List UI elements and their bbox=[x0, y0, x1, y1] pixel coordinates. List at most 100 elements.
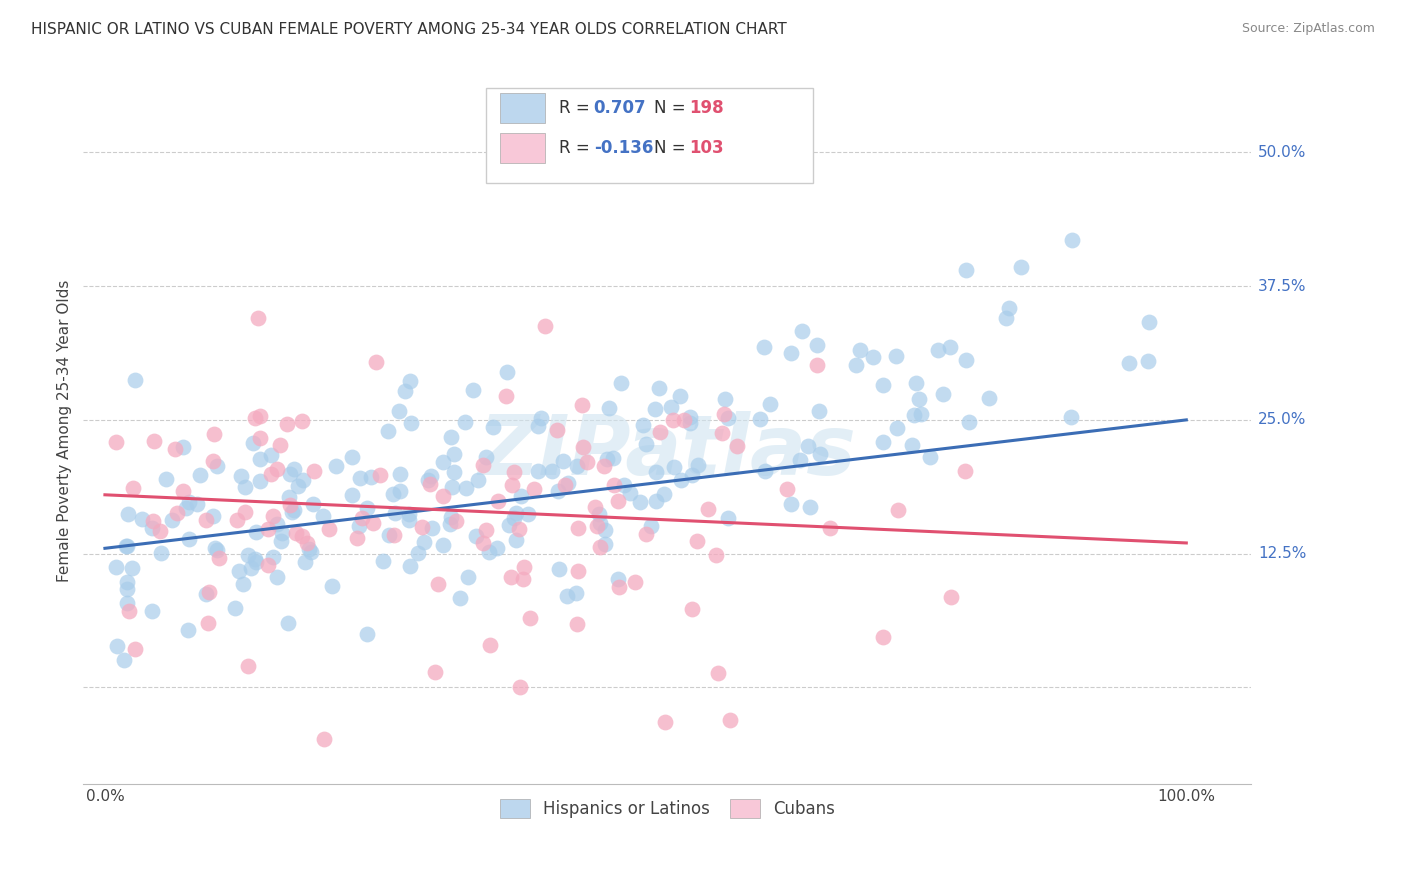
Point bbox=[412, 534, 434, 549]
Point bbox=[554, 478, 576, 492]
Point bbox=[131, 511, 153, 525]
Point bbox=[613, 478, 636, 492]
Point bbox=[887, 503, 910, 517]
Point bbox=[371, 553, 394, 567]
Point bbox=[115, 596, 138, 610]
Point bbox=[472, 536, 495, 550]
Point bbox=[496, 365, 519, 379]
Point bbox=[717, 411, 740, 425]
Point bbox=[754, 464, 776, 478]
Point bbox=[679, 410, 702, 425]
Point bbox=[797, 439, 820, 453]
Point bbox=[398, 513, 420, 527]
Point bbox=[512, 572, 534, 586]
Point bbox=[565, 617, 588, 632]
Point bbox=[588, 507, 610, 521]
Point bbox=[179, 495, 201, 509]
Point bbox=[585, 518, 607, 533]
Point bbox=[907, 392, 929, 406]
Point bbox=[443, 447, 465, 461]
Point bbox=[576, 455, 599, 469]
Text: ZIPatlas: ZIPatlas bbox=[478, 411, 856, 492]
Point bbox=[596, 451, 619, 466]
Point bbox=[1062, 233, 1084, 247]
Point bbox=[505, 533, 527, 548]
Point bbox=[270, 526, 292, 541]
Point bbox=[526, 464, 548, 478]
Point bbox=[808, 404, 831, 418]
Point bbox=[260, 467, 283, 482]
Text: Source: ZipAtlas.com: Source: ZipAtlas.com bbox=[1241, 22, 1375, 36]
Point bbox=[427, 577, 450, 591]
Point bbox=[205, 458, 228, 473]
Point bbox=[122, 481, 145, 495]
Text: N =: N = bbox=[654, 139, 692, 157]
Point bbox=[172, 484, 194, 499]
Point bbox=[567, 564, 589, 578]
Point bbox=[174, 500, 197, 515]
Point bbox=[779, 497, 801, 511]
Point bbox=[378, 528, 401, 542]
Point bbox=[229, 469, 252, 483]
Point bbox=[659, 400, 682, 414]
Point bbox=[872, 378, 894, 392]
Point bbox=[166, 506, 188, 520]
Point bbox=[485, 541, 508, 555]
Point bbox=[534, 319, 557, 334]
Point bbox=[884, 350, 907, 364]
Point bbox=[634, 527, 657, 541]
Point bbox=[553, 454, 575, 468]
Text: 37.5%: 37.5% bbox=[1258, 278, 1306, 293]
Point bbox=[257, 522, 280, 536]
Point bbox=[752, 340, 775, 354]
Point bbox=[571, 398, 593, 412]
Point bbox=[478, 545, 501, 559]
Legend: Hispanics or Latinos, Cubans: Hispanics or Latinos, Cubans bbox=[494, 792, 842, 825]
Point bbox=[631, 417, 654, 432]
Point bbox=[555, 589, 578, 603]
Point bbox=[419, 477, 441, 491]
Point bbox=[283, 503, 305, 517]
Point bbox=[287, 478, 309, 492]
Point bbox=[399, 416, 422, 430]
Point bbox=[186, 497, 208, 511]
Point bbox=[905, 376, 928, 391]
Point bbox=[790, 324, 813, 338]
Point bbox=[439, 430, 461, 444]
Point bbox=[262, 549, 284, 564]
Point bbox=[725, 439, 748, 453]
Point bbox=[640, 519, 662, 533]
Point bbox=[526, 419, 548, 434]
Point bbox=[441, 479, 464, 493]
Point bbox=[495, 389, 517, 403]
Point bbox=[197, 615, 219, 630]
Point bbox=[488, 494, 510, 508]
Point bbox=[606, 572, 628, 586]
Point bbox=[394, 384, 416, 398]
Point bbox=[249, 451, 271, 466]
Point bbox=[748, 412, 770, 426]
Point bbox=[312, 508, 335, 523]
Point bbox=[707, 665, 730, 680]
Point bbox=[516, 507, 538, 521]
Point bbox=[686, 458, 709, 472]
Point bbox=[595, 536, 617, 550]
Point bbox=[420, 468, 443, 483]
Point bbox=[143, 434, 166, 448]
Point bbox=[624, 574, 647, 589]
Point bbox=[304, 463, 326, 477]
Point bbox=[652, 486, 675, 500]
Point bbox=[704, 548, 727, 562]
Point bbox=[121, 561, 143, 575]
Point bbox=[202, 426, 225, 441]
Point bbox=[443, 465, 465, 479]
Point bbox=[294, 555, 316, 569]
Point bbox=[115, 582, 138, 596]
Point bbox=[243, 552, 266, 566]
Point bbox=[820, 521, 842, 535]
Point bbox=[939, 340, 962, 354]
FancyBboxPatch shape bbox=[501, 133, 544, 163]
Point bbox=[295, 536, 318, 550]
Point bbox=[519, 611, 541, 625]
Text: 12.5%: 12.5% bbox=[1258, 546, 1306, 561]
